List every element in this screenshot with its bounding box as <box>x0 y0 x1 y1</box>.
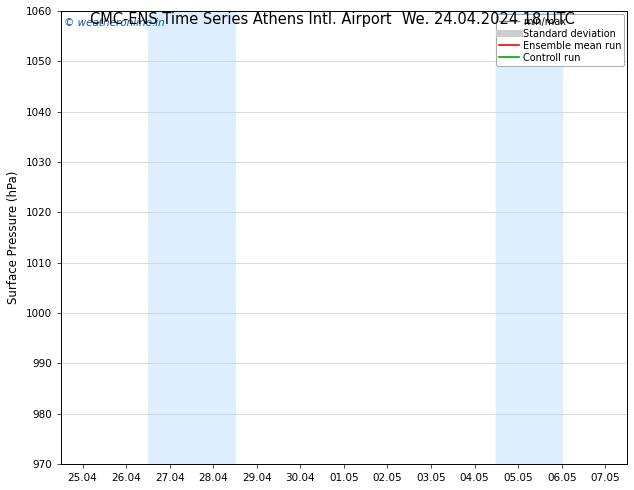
Legend: min/max, Standard deviation, Ensemble mean run, Controll run: min/max, Standard deviation, Ensemble me… <box>496 14 624 66</box>
Text: We. 24.04.2024 18 UTC: We. 24.04.2024 18 UTC <box>402 12 574 27</box>
Bar <box>496 11 562 464</box>
Bar <box>148 11 235 464</box>
Y-axis label: Surface Pressure (hPa): Surface Pressure (hPa) <box>7 171 20 304</box>
Text: © weatheronline.in: © weatheronline.in <box>63 18 164 28</box>
Text: CMC-ENS Time Series Athens Intl. Airport: CMC-ENS Time Series Athens Intl. Airport <box>90 12 392 27</box>
